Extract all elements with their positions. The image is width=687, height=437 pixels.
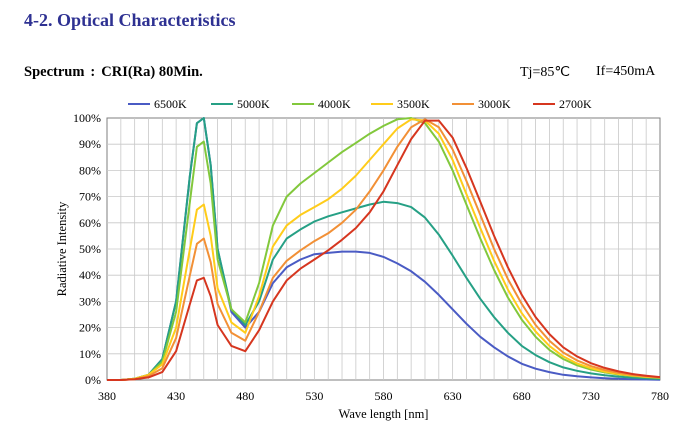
- condition-tj: Tj=85℃: [520, 65, 571, 80]
- x-tick-label: 430: [167, 389, 185, 403]
- y-tick-label: 60%: [79, 216, 101, 230]
- x-tick-label: 580: [375, 389, 393, 403]
- section-title: 4-2. Optical Characteristics: [24, 10, 236, 30]
- x-tick-label: 780: [651, 389, 669, 403]
- x-tick-label: 680: [513, 389, 531, 403]
- legend-label-4000K: 4000K: [318, 97, 351, 111]
- y-tick-label: 20%: [79, 321, 101, 335]
- y-axis-title: Radiative Intensity: [55, 201, 69, 297]
- x-tick-label: 530: [305, 389, 323, 403]
- y-tick-label: 80%: [79, 163, 101, 177]
- condition-if: If=450mA: [596, 64, 656, 79]
- legend-label-3000K: 3000K: [478, 97, 511, 111]
- x-tick-label: 730: [582, 389, 600, 403]
- x-tick-label: 480: [236, 389, 254, 403]
- spectrum-value: CRI(Ra) 80Min.: [101, 64, 203, 80]
- y-tick-label: 50%: [79, 242, 101, 256]
- series-line-3500K: [107, 118, 661, 381]
- series-line-5000K: [107, 117, 661, 381]
- y-tick-label: 40%: [79, 268, 101, 282]
- series-line-3000K: [107, 118, 661, 381]
- series-line-4000K: [107, 117, 661, 381]
- y-tick-label: 30%: [79, 294, 101, 308]
- series-line-2700K: [107, 119, 661, 381]
- spectrum-heading: Spectrum: CRI(Ra) 80Min.: [24, 64, 203, 81]
- y-tick-label: 100%: [73, 111, 101, 125]
- legend-label-3500K: 3500K: [397, 97, 430, 111]
- x-tick-label: 630: [444, 389, 462, 403]
- legend-label-6500K: 6500K: [154, 97, 187, 111]
- y-tick-label: 10%: [79, 347, 101, 361]
- x-tick-label: 380: [98, 389, 116, 403]
- x-axis-title: Wave length [nm]: [339, 407, 429, 421]
- spectrum-label: Spectrum: [24, 64, 85, 80]
- spectrum-separator: :: [90, 64, 96, 80]
- y-tick-label: 90%: [79, 137, 101, 151]
- y-tick-label: 0%: [85, 373, 101, 387]
- y-tick-label: 70%: [79, 190, 101, 204]
- legend-label-2700K: 2700K: [559, 97, 592, 111]
- legend-label-5000K: 5000K: [237, 97, 270, 111]
